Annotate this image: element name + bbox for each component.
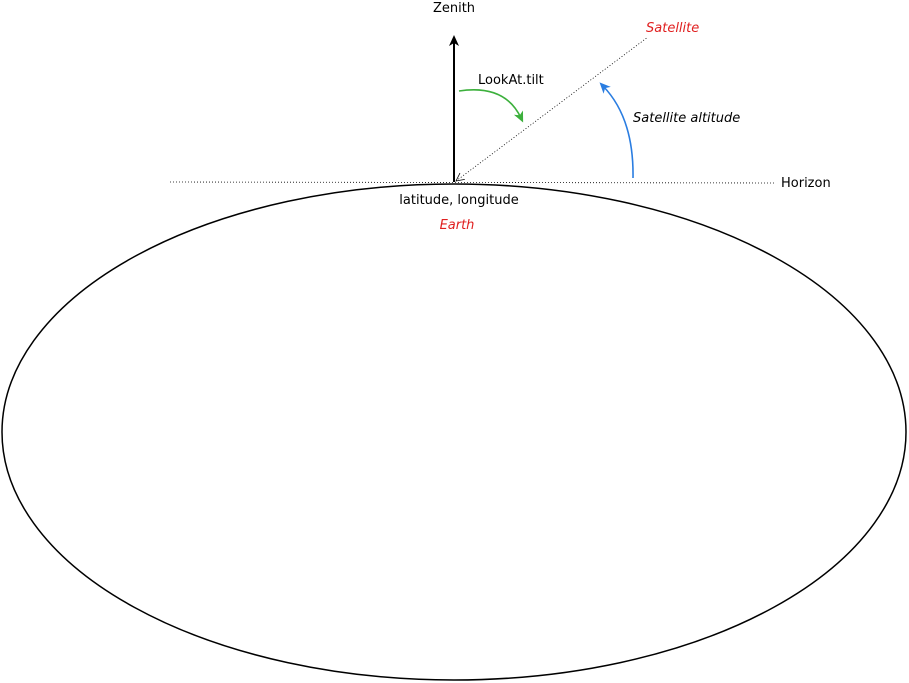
horizon-label: Horizon	[781, 176, 831, 191]
lookat-tilt-label: LookAt.tilt	[478, 73, 544, 88]
position-label: latitude, longitude	[399, 193, 518, 208]
earth-label: Earth	[440, 218, 475, 233]
lookat-tilt-arc	[458, 89, 524, 123]
zenith-label: Zenith	[433, 1, 475, 16]
satellite-label: Satellite	[646, 21, 699, 36]
satellite-altitude-arc	[599, 82, 634, 179]
horizon-line	[169, 181, 776, 184]
satellite-line-of-sight	[455, 36, 649, 182]
earth-ellipse	[1, 183, 907, 681]
satellite-altitude-label: Satellite altitude	[633, 111, 740, 126]
